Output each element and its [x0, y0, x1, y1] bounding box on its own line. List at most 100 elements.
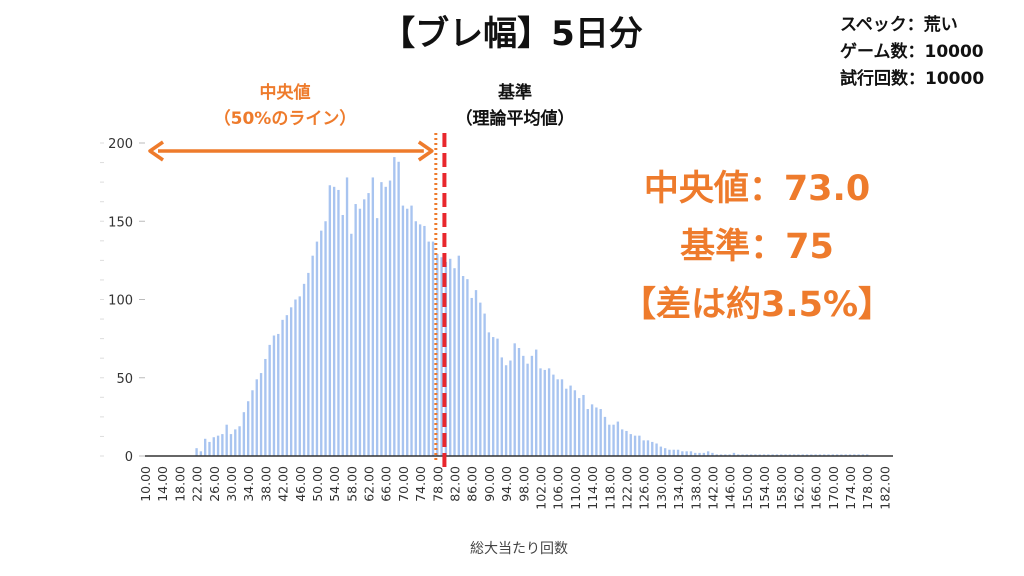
histogram-bar — [259, 373, 263, 456]
histogram-bar — [238, 426, 241, 456]
histogram-bar — [814, 454, 817, 456]
x-tick-label: 86.00 — [465, 466, 480, 502]
x-tick-label: 10.00 — [138, 466, 153, 502]
histogram-bar — [573, 390, 577, 456]
histogram-bar — [823, 454, 826, 456]
histogram-bar — [689, 451, 693, 456]
histogram-bar — [384, 186, 387, 456]
histogram-bar — [449, 258, 452, 456]
histogram-bar — [642, 440, 645, 456]
histogram-bar — [221, 434, 224, 456]
histogram-bar — [582, 394, 585, 456]
histogram-bar — [646, 440, 650, 456]
histogram-bar — [775, 454, 779, 456]
summary-diff: 【差は約3.5%】 — [620, 285, 894, 325]
histogram-bar — [797, 454, 800, 456]
x-tick-label: 98.00 — [516, 466, 531, 502]
x-tick-label: 162.00 — [791, 466, 806, 510]
histogram-bar — [483, 313, 486, 456]
histogram-bar — [844, 454, 847, 456]
histogram-bar — [547, 368, 551, 456]
x-tick-label: 134.00 — [671, 466, 686, 510]
histogram-bar — [496, 338, 499, 456]
chart-title: 【ブレ幅】5日分 — [381, 14, 643, 54]
histogram-bar — [212, 437, 215, 456]
x-tick-label: 150.00 — [740, 466, 755, 510]
histogram-bar — [315, 241, 319, 456]
histogram-bar — [234, 429, 237, 456]
histogram-bar — [289, 307, 293, 456]
y-tick-label: 150 — [108, 215, 133, 230]
x-tick-label: 26.00 — [207, 466, 222, 502]
histogram-bar — [694, 452, 697, 456]
histogram-bar — [492, 337, 495, 456]
histogram-bar — [608, 424, 611, 456]
x-tick-label: 22.00 — [190, 466, 205, 502]
histogram-bar — [565, 388, 568, 456]
histogram-bar — [354, 204, 357, 456]
histogram-bar — [805, 454, 809, 456]
histogram-bar — [268, 344, 271, 456]
x-tick-label: 110.00 — [568, 466, 583, 510]
histogram-bar — [792, 454, 796, 456]
histogram-bar — [281, 319, 284, 456]
baseline-annotation-title: 基準 — [498, 83, 532, 103]
x-tick-label: 38.00 — [258, 466, 273, 502]
histogram-bar — [706, 451, 710, 456]
histogram-bar — [393, 157, 396, 456]
histogram-bar — [307, 272, 310, 456]
histogram-bar — [272, 335, 276, 456]
histogram-bar — [311, 255, 314, 456]
histogram-bar — [625, 430, 628, 456]
histogram-bar — [762, 454, 766, 456]
histogram-bar — [681, 451, 684, 456]
histogram-bar — [840, 454, 843, 456]
histogram-bar — [543, 369, 546, 456]
histogram-bar — [685, 451, 688, 456]
summary-median: 中央値：73.0 — [643, 169, 871, 209]
x-tick-label: 78.00 — [430, 466, 445, 502]
histogram-bar — [371, 177, 375, 456]
baseline-annotation-sub: （理論平均値） — [455, 109, 575, 129]
x-tick-label: 18.00 — [172, 466, 187, 502]
x-tick-label: 94.00 — [499, 466, 514, 502]
x-tick-label: 34.00 — [241, 466, 256, 502]
x-tick-label: 70.00 — [396, 466, 411, 502]
histogram-bar — [676, 449, 680, 456]
histogram-bar — [732, 452, 736, 456]
histogram-bar — [737, 454, 740, 456]
histogram-bar — [470, 297, 473, 456]
histogram-bar — [500, 357, 503, 456]
x-tick-label: 138.00 — [688, 466, 703, 510]
reference-lines — [148, 133, 447, 468]
histogram-bar — [277, 333, 280, 456]
histogram-bar — [216, 435, 220, 456]
histogram-bar — [745, 454, 749, 456]
histogram-bar — [229, 434, 233, 456]
histogram-bar — [612, 424, 615, 456]
histogram-bar — [595, 407, 598, 456]
histogram-bar — [504, 365, 508, 456]
histogram-bar — [616, 421, 620, 456]
histogram-bar — [350, 233, 353, 456]
histogram-bar — [427, 241, 430, 456]
histogram-bar — [414, 221, 418, 456]
histogram-bar — [724, 454, 727, 456]
histogram-bar — [345, 177, 349, 456]
histogram-bar — [204, 438, 207, 456]
histogram-bar — [698, 452, 701, 456]
histogram-bar — [242, 412, 246, 456]
x-tick-label: 178.00 — [860, 466, 875, 510]
x-tick-label: 62.00 — [362, 466, 377, 502]
histogram-bar — [620, 429, 624, 456]
x-tick-label: 54.00 — [327, 466, 342, 502]
histogram-bar — [586, 409, 589, 456]
histogram-bar — [560, 379, 564, 456]
histogram-bar — [474, 290, 478, 456]
histogram-bar — [715, 454, 718, 456]
histogram-bar — [749, 454, 753, 456]
histogram-bar — [320, 230, 323, 456]
histogram-bar — [418, 224, 422, 456]
histogram-bar — [440, 257, 443, 456]
histogram-bar — [332, 186, 336, 456]
